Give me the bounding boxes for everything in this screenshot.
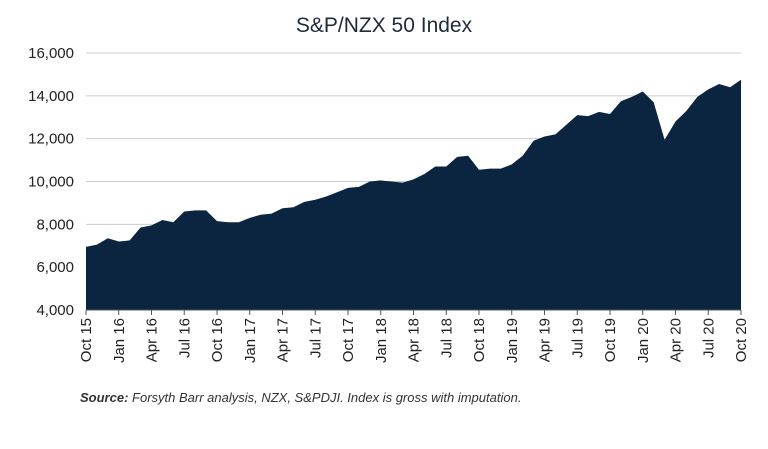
x-tick-label: Jan 19 <box>504 318 521 363</box>
y-tick-label: 16,000 <box>28 45 74 62</box>
x-tick-label: Jul 16 <box>176 318 193 358</box>
x-tick-label: Jan 17 <box>242 318 259 363</box>
x-tick-label: Oct 18 <box>471 318 488 362</box>
x-tick-label: Jan 20 <box>635 318 652 363</box>
x-tick-label: Apr 18 <box>406 318 423 362</box>
x-tick-label: Oct 19 <box>602 318 619 362</box>
x-tick-label: Oct 16 <box>209 318 226 362</box>
axes <box>85 309 742 315</box>
y-tick-label: 12,000 <box>28 131 74 148</box>
x-tick-label: Oct 15 <box>78 318 95 362</box>
y-tick-label: 8,000 <box>36 216 74 233</box>
chart-title: S&P/NZX 50 Index <box>295 14 473 37</box>
x-tick-label: Oct 17 <box>340 318 357 362</box>
source-text: Forsyth Barr analysis, NZX, S&PDJI. Inde… <box>128 390 522 405</box>
x-tick-label: Apr 20 <box>668 318 685 362</box>
source-label: Source: <box>80 390 129 405</box>
x-tick-label: Jan 18 <box>373 318 390 363</box>
x-tick-label: Apr 16 <box>144 318 161 362</box>
y-tick-labels: 4,000 6,000 8,000 10,000 12,000 14,000 16,000 <box>28 45 74 319</box>
y-tick-label: 4,000 <box>36 302 74 319</box>
x-tick-label: Jul 18 <box>438 318 455 358</box>
x-tick-label: Jul 19 <box>569 318 586 358</box>
y-tick-label: 6,000 <box>36 259 74 276</box>
x-tick-label: Jan 16 <box>111 318 128 363</box>
source-note: Source: Forsyth Barr analysis, NZX, S&PD… <box>80 390 521 405</box>
area-series <box>86 79 741 311</box>
x-tick-label: Apr 19 <box>537 318 554 362</box>
x-tick-label: Jul 20 <box>700 318 717 358</box>
index-area <box>86 79 741 311</box>
y-tick-label: 10,000 <box>28 174 74 191</box>
y-tick-label: 14,000 <box>28 88 74 105</box>
x-tick-labels: Oct 15 Jan 16 Apr 16 Jul 16 Oct 16 Jan 17 Apr … <box>78 318 750 363</box>
x-tick-label: Jul 17 <box>307 318 324 358</box>
x-tick-label: Oct 20 <box>733 318 750 362</box>
x-tick-label: Apr 17 <box>275 318 292 362</box>
